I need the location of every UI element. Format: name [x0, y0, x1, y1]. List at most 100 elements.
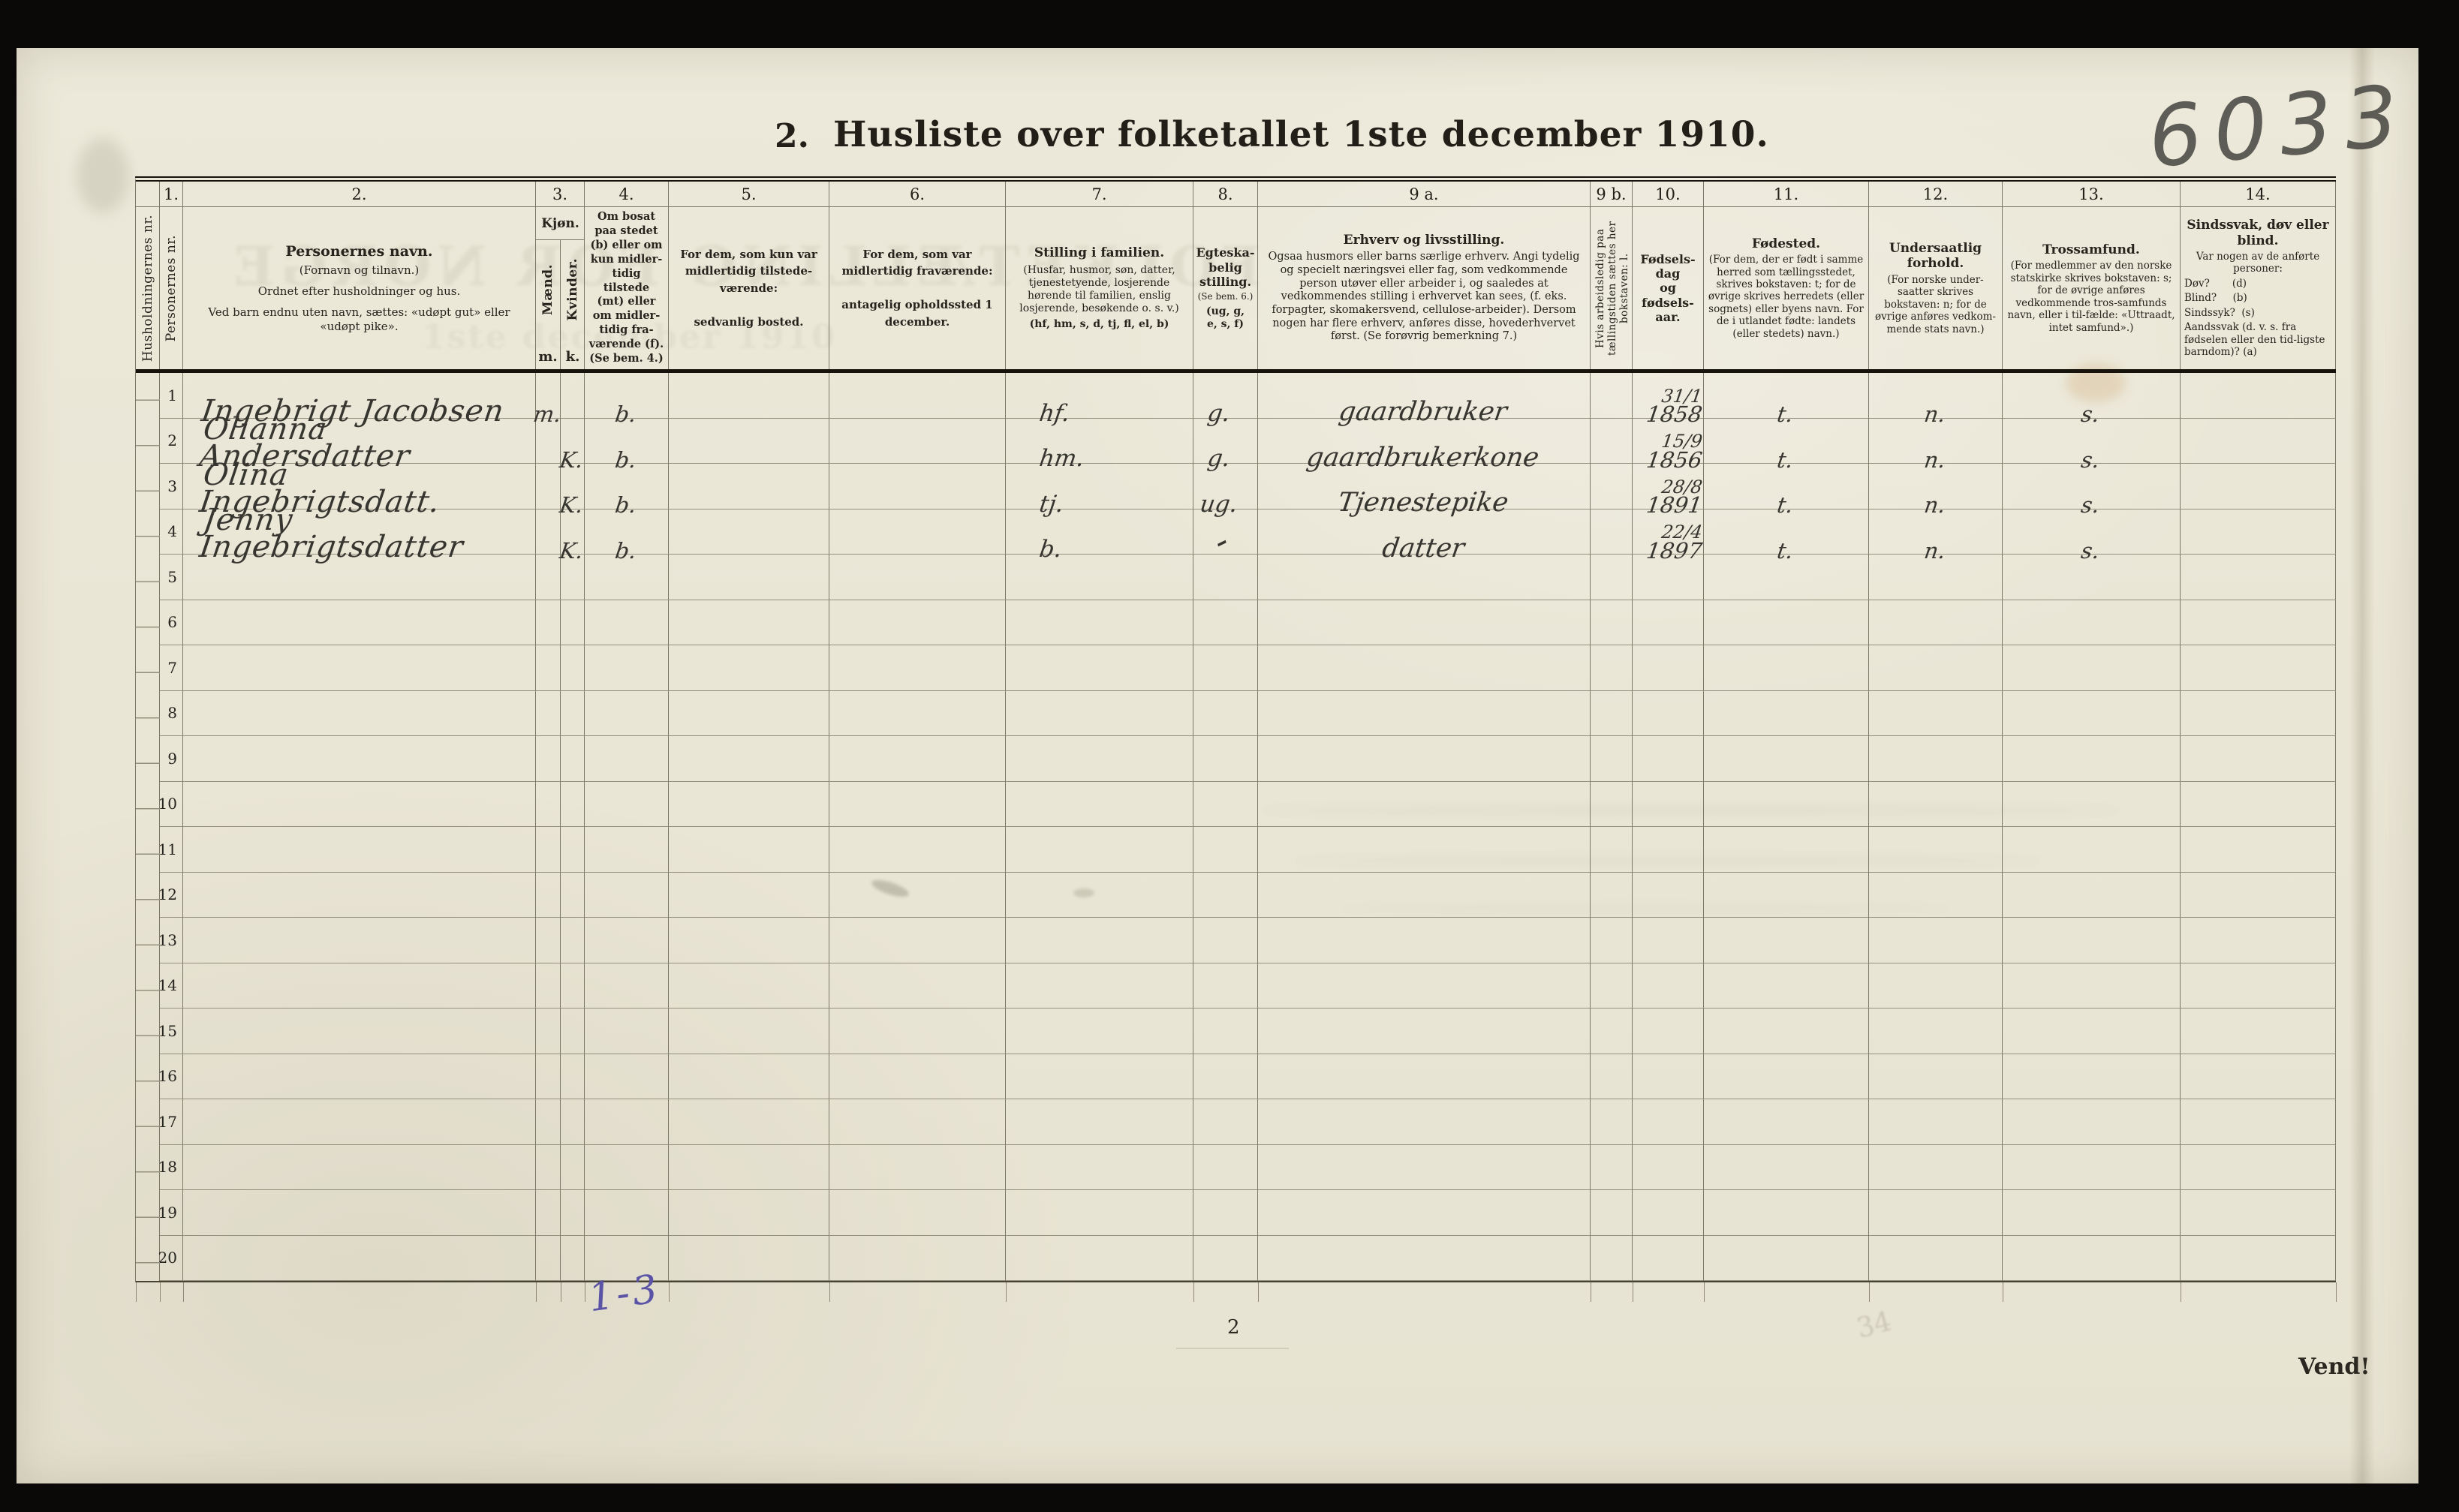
header-label: Husholdningernes nr.: [140, 214, 155, 362]
cell-unemployed: [1591, 1144, 1633, 1190]
cell-sex-female: [561, 736, 585, 782]
header-line: Døv? (d): [2184, 277, 2247, 290]
cell-religion: [2003, 1009, 2181, 1054]
cell-birthplace: [1704, 1099, 1869, 1145]
cell-usual-residence: [669, 1144, 829, 1190]
cell-religion: [2003, 963, 2181, 1009]
cell-marital-status: [1193, 645, 1258, 691]
cell-citizenship: [1869, 645, 2003, 691]
cell-citizenship: n.: [1869, 464, 2003, 518]
cell-residency: [585, 1190, 669, 1236]
cell-usual-residence: [669, 373, 829, 419]
cell-disabilities: [2181, 509, 2336, 555]
cell-family-position: [1006, 600, 1193, 645]
cell-sex-male: [536, 1054, 561, 1099]
cell-disabilities: [2181, 918, 2336, 963]
cell-birthplace: [1704, 1054, 1869, 1099]
cell-occupation: [1258, 1144, 1591, 1190]
cell-sex-female: K.: [558, 418, 585, 473]
cell-household-nr: [136, 1099, 160, 1145]
colnum-9b: 9 b.: [1591, 182, 1633, 207]
colnum-households: [136, 182, 160, 207]
cell-household-nr: [136, 690, 160, 736]
header-citizenship: Undersaatlig forhold. (For norske under-…: [1869, 207, 2003, 369]
cell-sex-male: [536, 736, 561, 782]
cell-unemployed: [1591, 918, 1633, 963]
cell-birthdate: [1633, 1190, 1704, 1236]
colnum-10: 10.: [1633, 182, 1704, 207]
cell-usual-residence: [669, 781, 829, 827]
cell-household-nr: [136, 1009, 160, 1054]
cell-disabilities: [2181, 781, 2336, 827]
cell-person-nr: 18: [158, 1144, 183, 1190]
cell-household-nr: [136, 736, 160, 782]
cell-disabilities: [2181, 1099, 2336, 1145]
cell-name: [183, 1009, 536, 1054]
cell-religion: s.: [2003, 373, 2181, 427]
cell-family-position: [1006, 1190, 1193, 1236]
cell-sex-male: [536, 1009, 561, 1054]
cell-marital-status: g.: [1193, 373, 1258, 427]
cell-occupation: [1258, 872, 1591, 918]
cell-name: [183, 963, 536, 1009]
cell-usual-residence: [669, 736, 829, 782]
header-sub: (Fornavn og tilnavn.): [299, 263, 420, 277]
cell-whereabouts: [829, 645, 1006, 691]
header-religion: Trossamfund. (For medlemmer av den norsk…: [2003, 207, 2181, 369]
cell-name: [183, 1190, 536, 1236]
cell-residency: b.: [585, 418, 669, 473]
cell-birthplace: [1704, 781, 1869, 827]
cell-residency: [585, 781, 669, 827]
cell-name: Jenny Ingebrigtsdatter: [183, 503, 536, 564]
cell-household-nr: [136, 600, 160, 645]
cell-name: [183, 645, 536, 691]
cell-whereabouts: [829, 600, 1006, 645]
cell-residency: [585, 1235, 669, 1281]
cell-whereabouts: [829, 1144, 1006, 1190]
cell-household-nr: [136, 1190, 160, 1236]
cell-unemployed: [1591, 963, 1633, 1009]
cell-residency: [585, 872, 669, 918]
faint-pencil-note: 34: [1853, 1306, 1895, 1345]
cell-marital-status: [1193, 918, 1258, 963]
cell-birthplace: [1704, 1009, 1869, 1054]
cell-birthdate: [1633, 872, 1704, 918]
cell-whereabouts: [829, 1009, 1006, 1054]
cell-family-position: hm.: [1006, 418, 1193, 472]
cell-usual-residence: [669, 918, 829, 963]
cell-religion: [2003, 918, 2181, 963]
cell-occupation: datter: [1258, 509, 1591, 564]
cell-religion: [2003, 1235, 2181, 1281]
header-usual-residence: For dem, som kun var midlertidig tilsted…: [669, 207, 829, 369]
ink-smudge: [1073, 888, 1094, 897]
cell-whereabouts: [829, 555, 1006, 600]
cell-citizenship: [1869, 1099, 2003, 1145]
cell-marital-status: [1193, 555, 1258, 600]
cell-birthdate: [1633, 600, 1704, 645]
cell-marital-status: [1193, 690, 1258, 736]
cell-name: Olianna Andersdatter: [183, 412, 536, 473]
bleedthrough-smear: [1338, 905, 1953, 912]
cell-household-nr: [136, 963, 160, 1009]
cell-occupation: [1258, 963, 1591, 1009]
cell-sex-male: [536, 1144, 561, 1190]
cell-occupation: [1258, 1235, 1591, 1281]
cell-family-position: [1006, 1009, 1193, 1054]
cell-occupation: [1258, 1054, 1591, 1099]
header-body: (For dem, der er født i samme herred som…: [1708, 254, 1865, 340]
cell-unemployed: [1591, 1009, 1633, 1054]
cell-disabilities: [2181, 418, 2336, 464]
cell-citizenship: [1869, 1235, 2003, 1281]
cell-birthplace: t.: [1704, 373, 1869, 427]
cell-usual-residence: [669, 963, 829, 1009]
cell-sex-male: [536, 872, 561, 918]
cell-usual-residence: [669, 509, 829, 555]
cell-unemployed: [1591, 736, 1633, 782]
cell-religion: [2003, 736, 2181, 782]
cell-birthplace: [1704, 645, 1869, 691]
cell-occupation: [1258, 645, 1591, 691]
cell-occupation: [1258, 781, 1591, 827]
cell-usual-residence: [669, 1235, 829, 1281]
cell-sex-female: [561, 690, 585, 736]
cell-religion: [2003, 645, 2181, 691]
